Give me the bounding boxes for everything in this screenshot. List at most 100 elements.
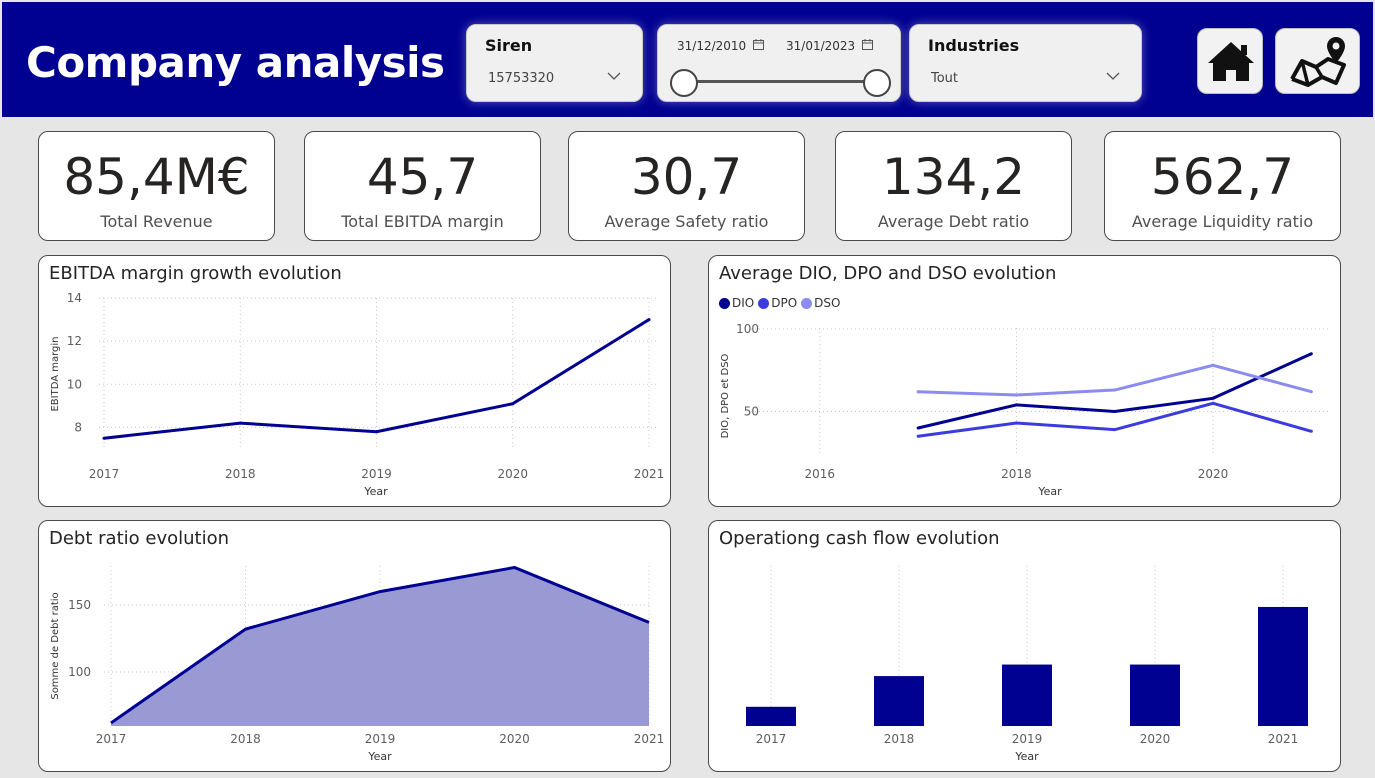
- ebitda-margin-plot: 8 10 12 14 2017 2018 2019 2020 2021 Year EBITDA ma…: [50, 291, 665, 498]
- x-tick-label: 2020: [1140, 732, 1171, 746]
- y-tick-label: 12: [67, 334, 82, 348]
- legend-item-dpo[interactable]: DPO: [758, 296, 797, 310]
- legend-item-dio[interactable]: DIO: [719, 296, 754, 310]
- x-tick-label: 2018: [225, 467, 256, 481]
- bar: [1130, 664, 1180, 726]
- x-tick-label: 2017: [96, 732, 127, 746]
- y-tick-label: 14: [67, 291, 82, 305]
- industries-slicer-value: Tout: [931, 71, 959, 86]
- kpi-label: Total EBITDA margin: [341, 212, 504, 231]
- bar: [874, 676, 924, 726]
- data-point: [647, 318, 651, 322]
- y-tick-label: 100: [736, 322, 759, 336]
- x-tick-label: 2020: [499, 732, 530, 746]
- bar: [1002, 664, 1052, 726]
- ebitda-margin-chart[interactable]: EBITDA margin growth evolution 8 10 12 14 20…: [38, 255, 671, 507]
- siren-slicer-value: 15753320: [488, 71, 555, 86]
- kpi-label: Total Revenue: [100, 212, 213, 231]
- data-point: [1211, 396, 1215, 400]
- map-pin-icon: [1290, 37, 1346, 87]
- kpi-value: 85,4M€: [63, 148, 250, 206]
- date-slider-end-handle[interactable]: [863, 69, 891, 97]
- data-point: [1014, 403, 1018, 407]
- kpi-total-revenue: 85,4M€ Total Revenue: [38, 131, 275, 241]
- data-point: [1211, 363, 1215, 367]
- x-tick-label: 2020: [497, 467, 528, 481]
- data-point: [1113, 410, 1117, 413]
- calendar-icon[interactable]: [862, 39, 873, 50]
- industries-slicer[interactable]: Industries Tout: [909, 24, 1142, 102]
- page-title: Company analysis: [26, 38, 445, 87]
- dio-dpo-dso-plot: 50 100 2016 2018 2020 Year DIO, DPO et DSO: [720, 322, 1331, 498]
- start-date[interactable]: 31/12/2010: [677, 39, 747, 53]
- x-tick-label: 2016: [805, 467, 836, 481]
- x-tick-label: 2017: [89, 467, 120, 481]
- kpi-average-debt-ratio: 134,2 Average Debt ratio: [835, 131, 1072, 241]
- chart-legend: DIO DPO DSO: [719, 296, 840, 310]
- data-point: [1309, 352, 1313, 356]
- y-tick-label: 150: [68, 598, 91, 612]
- chevron-down-icon[interactable]: [1106, 69, 1120, 83]
- data-point: [1014, 421, 1018, 425]
- bar: [746, 706, 796, 726]
- data-point: [1014, 393, 1018, 397]
- x-axis-label: Year: [1014, 750, 1039, 763]
- home-button[interactable]: [1197, 28, 1263, 94]
- siren-slicer-title: Siren: [485, 36, 533, 55]
- y-tick-label: 100: [68, 665, 91, 679]
- debt-ratio-chart[interactable]: Debt ratio evolution 100 150 2017 2018 2019 2…: [38, 520, 671, 772]
- kpi-value: 45,7: [366, 148, 479, 206]
- x-tick-label: 2019: [1012, 732, 1043, 746]
- y-axis-label: EBITDA margin: [50, 336, 61, 411]
- y-tick-label: 10: [67, 377, 82, 391]
- kpi-total-ebitda-margin: 45,7 Total EBITDA margin: [304, 131, 541, 241]
- kpi-average-safety-ratio: 30,7 Average Safety ratio: [568, 131, 805, 241]
- x-tick-label: 2018: [230, 732, 261, 746]
- map-button[interactable]: [1275, 28, 1360, 94]
- x-axis-label: Year: [367, 750, 392, 763]
- x-tick-label: 2021: [634, 467, 665, 481]
- data-point: [375, 430, 378, 434]
- data-point: [916, 434, 920, 438]
- series-line-dpo: [917, 401, 1312, 438]
- data-point: [1309, 429, 1313, 433]
- y-axis-label: Somme de Debt ratio: [50, 592, 61, 699]
- x-axis-label: Year: [363, 485, 388, 498]
- x-tick-label: 2018: [884, 732, 915, 746]
- data-point: [916, 390, 920, 394]
- data-point: [916, 426, 920, 430]
- date-slider-start-handle[interactable]: [670, 69, 698, 97]
- x-tick-label: 2019: [361, 467, 392, 481]
- siren-slicer[interactable]: Siren 15753320: [466, 24, 643, 102]
- data-point: [102, 436, 106, 440]
- x-tick-label: 2020: [1198, 467, 1229, 481]
- x-tick-label: 2018: [1001, 467, 1032, 481]
- legend-item-dso[interactable]: DSO: [801, 296, 840, 310]
- industries-slicer-title: Industries: [928, 36, 1020, 55]
- kpi-value: 134,2: [881, 148, 1026, 206]
- x-tick-label: 2019: [365, 732, 396, 746]
- chart-title: Average DIO, DPO and DSO evolution: [719, 263, 1057, 284]
- area-fill: [111, 567, 649, 726]
- data-point: [1309, 390, 1313, 394]
- calendar-icon[interactable]: [753, 39, 764, 50]
- chart-title: EBITDA margin growth evolution: [49, 263, 342, 284]
- kpi-average-liquidity-ratio: 562,7 Average Liquidity ratio: [1104, 131, 1341, 241]
- operating-cash-flow-chart[interactable]: Operationg cash flow evolution 2017 2018 2…: [708, 520, 1341, 772]
- header-bar: Company analysis Siren 15753320 31/12/20…: [2, 2, 1373, 117]
- y-tick-label: 8: [74, 420, 82, 434]
- x-tick-label: 2021: [634, 732, 665, 746]
- kpi-label: Average Safety ratio: [604, 212, 769, 231]
- chart-title: Debt ratio evolution: [49, 528, 229, 549]
- y-axis-label: DIO, DPO et DSO: [720, 353, 731, 438]
- dio-dpo-dso-chart[interactable]: Average DIO, DPO and DSO evolution DIO D…: [708, 255, 1341, 507]
- y-tick-label: 50: [744, 405, 759, 419]
- date-range-slicer[interactable]: 31/12/2010 31/01/2023: [657, 24, 901, 102]
- kpi-value: 562,7: [1150, 148, 1295, 206]
- data-point: [511, 402, 515, 406]
- date-slider-track[interactable]: [684, 80, 876, 83]
- x-tick-label: 2021: [1268, 732, 1299, 746]
- chevron-down-icon[interactable]: [607, 69, 621, 83]
- series-line: [110, 565, 650, 725]
- end-date[interactable]: 31/01/2023: [786, 39, 856, 53]
